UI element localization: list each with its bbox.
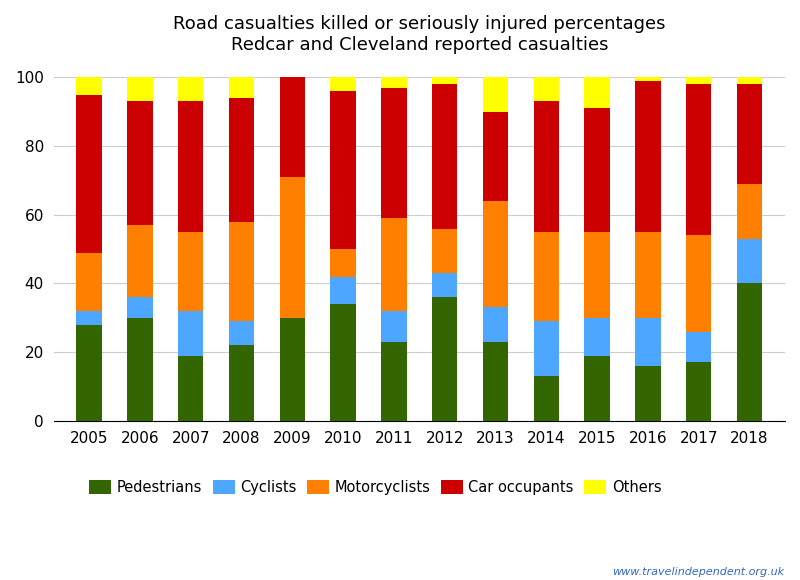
Bar bbox=[127, 318, 153, 420]
Bar bbox=[534, 321, 559, 376]
Bar bbox=[280, 177, 305, 318]
Bar bbox=[229, 222, 254, 321]
Bar bbox=[127, 225, 153, 297]
Bar bbox=[432, 77, 458, 84]
Bar bbox=[686, 332, 711, 362]
Bar bbox=[534, 102, 559, 232]
Bar bbox=[77, 252, 102, 311]
Bar bbox=[534, 232, 559, 321]
Bar bbox=[178, 77, 203, 101]
Bar bbox=[432, 297, 458, 420]
Bar bbox=[534, 376, 559, 420]
Bar bbox=[229, 98, 254, 222]
Bar bbox=[178, 311, 203, 356]
Bar bbox=[432, 84, 458, 229]
Bar bbox=[635, 318, 661, 366]
Bar bbox=[127, 77, 153, 101]
Bar bbox=[482, 112, 508, 201]
Bar bbox=[330, 304, 356, 420]
Bar bbox=[77, 77, 102, 95]
Bar bbox=[432, 273, 458, 297]
Bar bbox=[482, 307, 508, 342]
Bar bbox=[737, 239, 762, 284]
Bar bbox=[77, 95, 102, 252]
Bar bbox=[482, 201, 508, 307]
Bar bbox=[382, 311, 406, 342]
Bar bbox=[482, 342, 508, 420]
Bar bbox=[737, 184, 762, 239]
Bar bbox=[686, 362, 711, 420]
Bar bbox=[229, 77, 254, 98]
Bar bbox=[584, 232, 610, 318]
Bar bbox=[127, 297, 153, 318]
Bar bbox=[382, 77, 406, 88]
Title: Road casualties killed or seriously injured percentages
Redcar and Cleveland rep: Road casualties killed or seriously inju… bbox=[173, 15, 666, 54]
Bar bbox=[584, 356, 610, 420]
Bar bbox=[280, 77, 305, 177]
Bar bbox=[686, 235, 711, 332]
Bar bbox=[382, 342, 406, 420]
Bar bbox=[178, 102, 203, 232]
Bar bbox=[635, 81, 661, 232]
Bar bbox=[737, 77, 762, 84]
Text: www.travelindependent.org.uk: www.travelindependent.org.uk bbox=[612, 567, 784, 577]
Bar bbox=[635, 232, 661, 318]
Bar bbox=[229, 321, 254, 345]
Legend: Pedestrians, Cyclists, Motorcyclists, Car occupants, Others: Pedestrians, Cyclists, Motorcyclists, Ca… bbox=[83, 474, 667, 501]
Bar bbox=[178, 356, 203, 420]
Bar bbox=[482, 77, 508, 112]
Bar bbox=[330, 249, 356, 277]
Bar bbox=[77, 311, 102, 325]
Bar bbox=[584, 318, 610, 356]
Bar bbox=[330, 277, 356, 304]
Bar bbox=[534, 77, 559, 101]
Bar bbox=[584, 108, 610, 232]
Bar bbox=[635, 77, 661, 81]
Bar bbox=[686, 77, 711, 84]
Bar bbox=[432, 229, 458, 273]
Bar bbox=[127, 102, 153, 225]
Bar bbox=[584, 77, 610, 108]
Bar bbox=[686, 84, 711, 235]
Bar bbox=[382, 88, 406, 218]
Bar bbox=[737, 84, 762, 184]
Bar bbox=[382, 218, 406, 311]
Bar bbox=[280, 318, 305, 420]
Bar bbox=[737, 284, 762, 420]
Bar bbox=[77, 325, 102, 420]
Bar bbox=[330, 91, 356, 249]
Bar bbox=[330, 77, 356, 91]
Bar bbox=[178, 232, 203, 311]
Bar bbox=[229, 345, 254, 420]
Bar bbox=[635, 366, 661, 420]
